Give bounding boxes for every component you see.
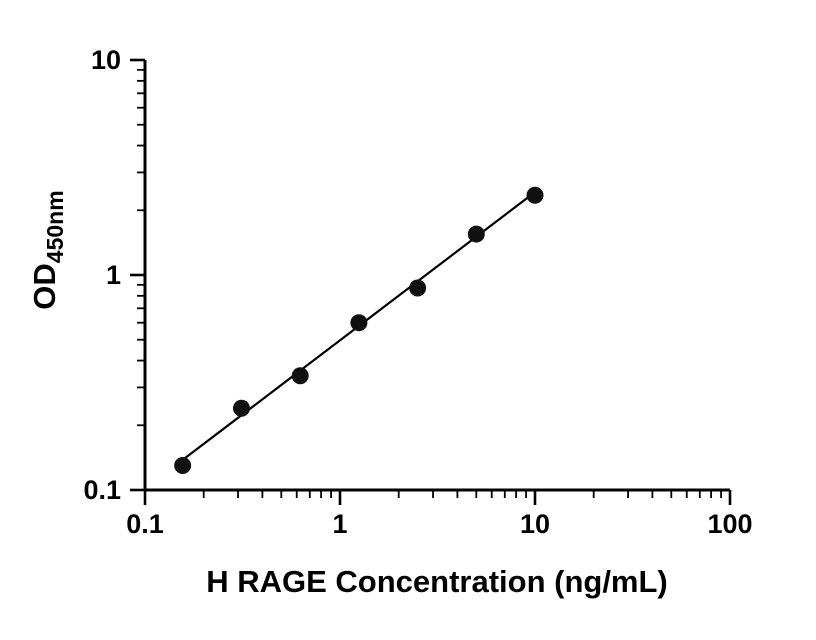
plot-layer: 0.1 1 10 100 0.1 1 10 [83, 45, 752, 539]
data-point [467, 225, 485, 243]
data-point [409, 279, 427, 297]
y-axis-tick-label: 1 [106, 260, 121, 290]
data-point [232, 399, 250, 417]
y-axis-tick-label: 10 [91, 45, 121, 75]
data-point [526, 186, 544, 204]
y-axis-title: OD450nm [27, 190, 68, 309]
y-axis-title-main: OD [27, 263, 62, 310]
data-point [291, 367, 309, 385]
data-point [350, 314, 368, 332]
x-axis-tick-label: 0.1 [126, 509, 164, 539]
y-axis-title-sub: 450nm [42, 190, 68, 263]
y-axis-tick-label: 0.1 [83, 475, 121, 505]
x-axis-tick-label: 10 [520, 509, 550, 539]
x-axis-title: H RAGE Concentration (ng/mL) [206, 564, 668, 599]
x-axis-tick-label: 100 [707, 509, 752, 539]
x-axis-tick-label: 1 [332, 509, 347, 539]
data-point [174, 457, 192, 475]
